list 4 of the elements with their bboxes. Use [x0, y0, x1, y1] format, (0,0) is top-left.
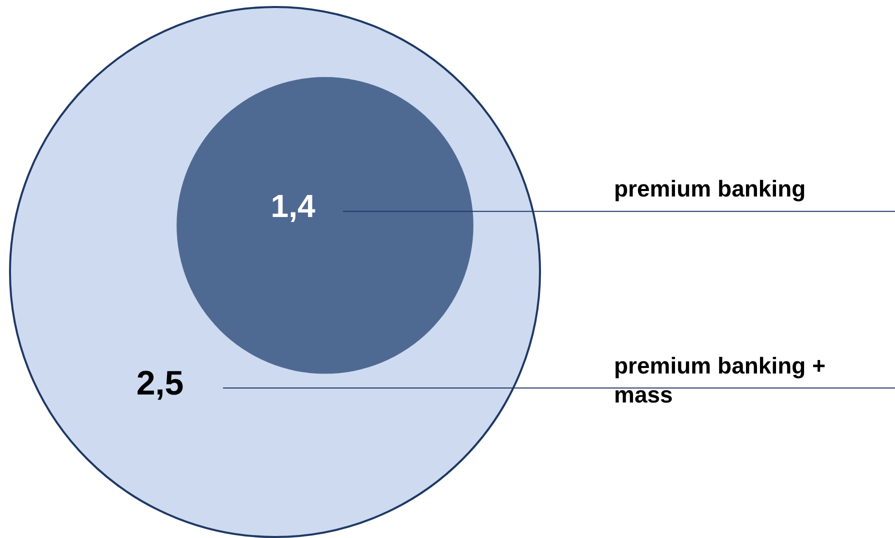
- data-label: 2,5: [136, 364, 184, 402]
- data-label: 1,4: [270, 188, 316, 224]
- category-label: premium banking: [614, 176, 806, 202]
- category-label: premium banking + mass: [614, 352, 826, 408]
